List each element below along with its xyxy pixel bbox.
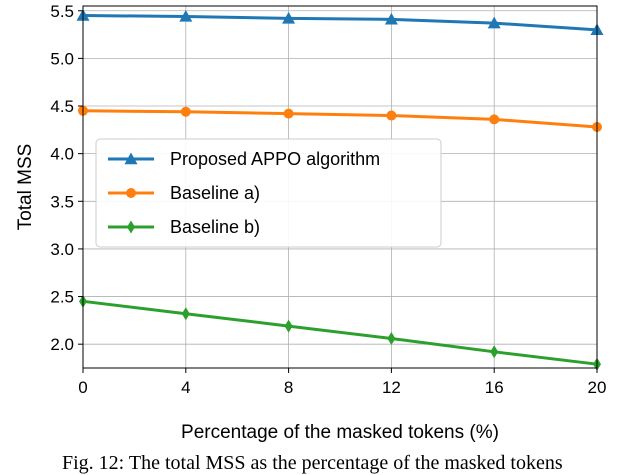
legend: Proposed APPO algorithm Baseline a) Baseli… [95,138,442,248]
legend-swatch-marker [127,220,135,234]
x-tick-label: 20 [588,378,607,397]
data-point [384,12,398,25]
y-tick-label: 3.0 [50,240,74,259]
data-point [179,9,193,22]
data-point [284,319,293,333]
series-layer [76,9,604,371]
x-tick-label: 16 [485,378,504,397]
series-line [82,109,598,129]
data-point [489,114,500,125]
plot-frame [82,5,598,369]
y-tick-label: 3.5 [50,192,74,211]
legend-entry: Baseline b) [170,217,260,237]
y-tick-label: 4.5 [50,97,74,116]
line-chart: 0 4 8 12 16 20 2.0 2.5 3.0 3.5 4.0 4.5 5.0 5.5 Percen… [15,2,606,443]
series-1 [76,9,604,36]
series-line [82,14,598,32]
figure-caption: Fig. 12: The total MSS as the percentage… [62,452,563,474]
y-axis-label: Total MSS [15,144,36,231]
x-axis-label: Percentage of the masked tokens (%) [181,422,499,443]
y-tick-label: 2.5 [50,288,74,307]
data-point [387,331,396,345]
data-point [490,345,499,359]
y-tick-label: 5.0 [50,49,74,68]
legend-entry: Proposed APPO algorithm [170,149,380,169]
y-tick-label: 4.0 [50,145,74,164]
legend-box [95,138,442,248]
data-point [386,110,397,121]
data-point [283,108,294,119]
legend-swatch-marker [126,188,136,198]
series-3 [79,294,601,371]
data-point [282,11,296,24]
data-point [180,106,191,117]
axis-ticks: 0 4 8 12 16 20 2.0 2.5 3.0 3.5 4.0 4.5 5.0 5.5 [50,2,606,397]
legend-swatch-marker [124,152,138,165]
data-point [487,16,501,29]
x-tick-label: 12 [382,378,401,397]
x-tick-label: 8 [284,378,293,397]
x-tick-label: 0 [78,378,87,397]
data-point [181,307,190,321]
legend-entry: Baseline a) [170,183,260,203]
x-tick-label: 4 [181,378,190,397]
series-2 [78,105,602,132]
y-tick-label: 5.5 [50,2,74,21]
y-tick-label: 2.0 [50,335,74,354]
series-line [82,299,598,366]
